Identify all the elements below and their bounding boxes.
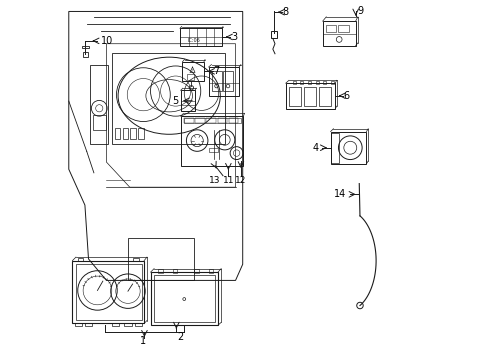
Bar <box>75 323 82 326</box>
Bar <box>115 128 120 139</box>
Bar <box>195 118 204 123</box>
Bar <box>228 118 238 123</box>
Bar <box>223 71 233 91</box>
Bar <box>150 272 218 325</box>
Text: 10: 10 <box>101 36 113 46</box>
Bar <box>72 261 144 323</box>
Bar <box>322 21 355 45</box>
Bar <box>81 46 89 48</box>
Bar <box>158 269 163 273</box>
Bar <box>330 81 333 84</box>
Text: !: ! <box>191 69 193 73</box>
Bar <box>330 132 366 164</box>
Bar <box>208 67 239 96</box>
Bar <box>330 133 339 163</box>
Bar <box>292 81 295 84</box>
Bar <box>206 118 216 123</box>
Bar <box>130 128 136 139</box>
Bar <box>78 258 83 261</box>
Bar <box>128 238 194 280</box>
Text: 5: 5 <box>172 96 179 106</box>
Bar <box>338 25 348 32</box>
Bar <box>270 31 277 39</box>
Bar <box>182 62 203 81</box>
Bar <box>211 71 221 91</box>
Bar <box>300 81 303 84</box>
Bar <box>319 87 330 106</box>
Bar <box>194 269 198 273</box>
Text: 9: 9 <box>356 6 362 16</box>
Bar <box>138 128 143 139</box>
Text: 8: 8 <box>282 7 288 17</box>
Text: 3: 3 <box>231 32 237 42</box>
Bar <box>323 81 325 84</box>
Bar <box>304 87 316 106</box>
Text: 2: 2 <box>177 332 183 342</box>
Text: 12: 12 <box>235 176 246 185</box>
Bar <box>217 118 227 123</box>
Bar <box>180 28 222 45</box>
Text: IC:06: IC:06 <box>187 38 200 42</box>
Bar <box>180 116 243 166</box>
Text: 1: 1 <box>139 336 145 346</box>
Bar <box>288 87 301 106</box>
Bar <box>135 323 142 326</box>
Bar <box>184 118 194 123</box>
Bar <box>90 65 108 144</box>
Bar <box>187 74 193 80</box>
Bar <box>133 258 139 261</box>
Bar <box>85 323 92 326</box>
Text: 6: 6 <box>343 91 349 101</box>
Bar <box>316 81 319 84</box>
Bar <box>208 269 212 273</box>
Text: 7: 7 <box>213 66 219 76</box>
Text: 11: 11 <box>222 176 234 185</box>
Bar <box>122 128 128 139</box>
Bar <box>82 52 88 57</box>
Bar <box>93 116 106 130</box>
Bar <box>112 323 119 326</box>
Bar <box>307 81 310 84</box>
Bar <box>325 25 336 32</box>
Bar <box>180 90 195 111</box>
Bar <box>285 83 335 109</box>
Bar <box>76 264 142 320</box>
Bar <box>124 323 131 326</box>
Bar <box>183 118 241 123</box>
Bar <box>172 269 177 273</box>
Text: 4: 4 <box>312 143 318 153</box>
Text: 14: 14 <box>333 189 346 199</box>
Text: 13: 13 <box>209 176 221 185</box>
Bar <box>209 148 218 152</box>
Bar <box>112 53 224 144</box>
Bar <box>154 275 215 321</box>
